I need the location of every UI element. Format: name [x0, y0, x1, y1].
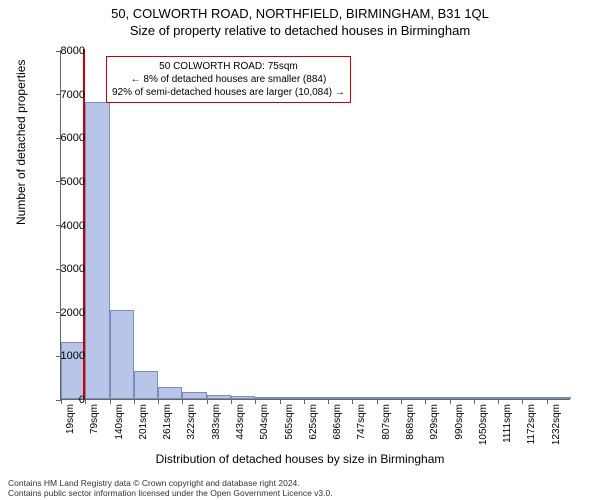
x-tick-mark: [401, 399, 402, 404]
histogram-bar: [85, 102, 109, 399]
histogram-bar: [425, 397, 449, 399]
x-tick-label: 1111sqm: [502, 404, 513, 443]
x-tick-label: 1232sqm: [551, 404, 562, 445]
histogram-bar: [522, 397, 546, 399]
histogram-bar: [182, 392, 206, 399]
chart-container: 50, COLWORTH ROAD, NORTHFIELD, BIRMINGHA…: [0, 0, 600, 500]
page-subtitle: Size of property relative to detached ho…: [0, 21, 600, 38]
x-tick-mark: [280, 399, 281, 404]
x-tick-label: 990sqm: [454, 404, 465, 440]
x-tick-label: 443sqm: [235, 404, 246, 440]
x-tick-mark: [182, 399, 183, 404]
histogram-bar: [231, 396, 255, 399]
x-tick-label: 1172sqm: [526, 404, 537, 444]
histogram-bar: [547, 397, 571, 399]
x-tick-label: 807sqm: [381, 404, 392, 440]
histogram-bar: [134, 371, 158, 399]
y-tick-label: 1000: [45, 350, 85, 362]
footer-line1: Contains HM Land Registry data © Crown c…: [8, 478, 333, 488]
x-tick-label: 625sqm: [308, 404, 319, 440]
x-tick-label: 140sqm: [114, 404, 125, 440]
annotation-line3: 92% of semi-detached houses are larger (…: [112, 86, 345, 99]
x-tick-label: 686sqm: [332, 404, 343, 440]
y-tick-label: 3000: [45, 263, 85, 275]
y-tick-label: 0: [45, 394, 85, 406]
page-title: 50, COLWORTH ROAD, NORTHFIELD, BIRMINGHA…: [0, 0, 600, 21]
y-tick-label: 7000: [45, 89, 85, 101]
x-tick-mark: [255, 399, 256, 404]
x-tick-mark: [304, 399, 305, 404]
histogram-bar: [401, 397, 425, 399]
histogram-bar: [158, 387, 182, 399]
x-tick-label: 19sqm: [65, 404, 76, 434]
x-tick-mark: [498, 399, 499, 404]
y-tick-label: 8000: [45, 45, 85, 57]
histogram-bar: [304, 397, 328, 399]
x-tick-mark: [377, 399, 378, 404]
histogram-bar: [474, 397, 498, 399]
y-tick-label: 6000: [45, 132, 85, 144]
histogram-bar: [328, 397, 352, 399]
x-tick-label: 929sqm: [429, 404, 440, 440]
histogram-bar: [255, 397, 279, 399]
y-axis-label: Number of detached properties: [14, 60, 28, 225]
x-tick-mark: [522, 399, 523, 404]
y-tick-label: 4000: [45, 220, 85, 232]
histogram-bar: [450, 397, 474, 399]
annotation-line1: 50 COLWORTH ROAD: 75sqm: [112, 60, 345, 73]
x-tick-mark: [352, 399, 353, 404]
x-tick-label: 747sqm: [356, 404, 367, 440]
y-tick-label: 2000: [45, 307, 85, 319]
x-tick-mark: [474, 399, 475, 404]
y-tick-label: 5000: [45, 176, 85, 188]
x-tick-mark: [328, 399, 329, 404]
x-tick-label: 79sqm: [89, 404, 100, 434]
x-tick-mark: [110, 399, 111, 404]
x-tick-mark: [85, 399, 86, 404]
chart-area: 19sqm79sqm140sqm201sqm261sqm322sqm383sqm…: [60, 50, 570, 400]
x-tick-label: 565sqm: [284, 404, 295, 440]
histogram-bar: [207, 395, 231, 399]
footer-line2: Contains public sector information licen…: [8, 488, 333, 498]
histogram-bar: [498, 397, 522, 399]
x-tick-label: 322sqm: [186, 404, 197, 440]
x-tick-mark: [207, 399, 208, 404]
x-tick-label: 261sqm: [162, 404, 173, 440]
x-tick-mark: [450, 399, 451, 404]
x-tick-mark: [425, 399, 426, 404]
property-annotation: 50 COLWORTH ROAD: 75sqm ← 8% of detached…: [106, 56, 351, 103]
histogram-bar: [377, 397, 401, 399]
x-axis-label: Distribution of detached houses by size …: [0, 452, 600, 466]
footer: Contains HM Land Registry data © Crown c…: [8, 478, 333, 498]
x-tick-label: 504sqm: [259, 404, 270, 440]
annotation-line2: ← 8% of detached houses are smaller (884…: [112, 73, 345, 86]
x-tick-label: 1050sqm: [478, 404, 489, 445]
x-tick-label: 201sqm: [138, 404, 149, 440]
x-tick-mark: [134, 399, 135, 404]
histogram-bar: [280, 397, 304, 399]
x-tick-mark: [231, 399, 232, 404]
x-tick-label: 383sqm: [211, 404, 222, 440]
x-tick-mark: [547, 399, 548, 404]
histogram-bar: [110, 310, 134, 399]
x-tick-label: 868sqm: [405, 404, 416, 440]
x-tick-mark: [158, 399, 159, 404]
histogram-bar: [352, 397, 376, 399]
